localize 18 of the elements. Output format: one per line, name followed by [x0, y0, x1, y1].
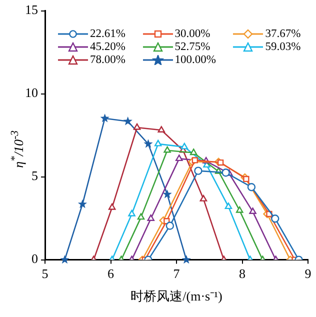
- legend-label: 22.61%: [90, 28, 126, 40]
- legend-label: 45.20%: [90, 41, 126, 53]
- legend-label: 37.67%: [265, 28, 301, 40]
- y-tick-label: 15: [25, 2, 38, 18]
- legend-label: 78.00%: [90, 54, 126, 66]
- legend-label: 59.03%: [265, 41, 301, 53]
- y-tick-label: 5: [32, 168, 38, 184]
- legend-label: 52.75%: [174, 41, 210, 53]
- x-tick-label: 5: [42, 266, 48, 282]
- x-tick-label: 6: [108, 266, 114, 282]
- x-tick-label: 8: [239, 266, 246, 282]
- y-tick-label: 0: [32, 251, 38, 266]
- y-tick-label: 10: [25, 85, 38, 100]
- x-tick-label: 7: [173, 266, 180, 282]
- legend-label: 30.00%: [174, 28, 210, 40]
- x-axis-title: 时桥风速/(m·s⁻¹): [130, 288, 222, 304]
- legend-label: 100.00%: [174, 54, 216, 66]
- x-tick-label: 9: [304, 266, 312, 282]
